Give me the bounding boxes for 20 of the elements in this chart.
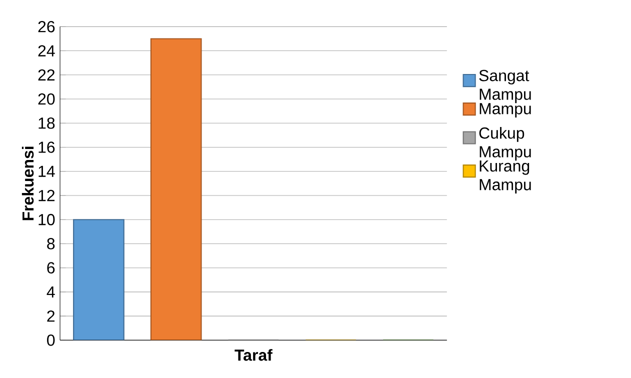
y-tick-label: 0 (47, 334, 55, 346)
y-tick-label: 26 (38, 21, 55, 33)
x-axis-title: Taraf (234, 349, 272, 362)
y-tick-label: 20 (38, 94, 55, 105)
legend-label: Sangat Mampu (479, 70, 531, 104)
legend-label: Mampu (480, 103, 531, 118)
y-tick-label: 16 (38, 142, 55, 154)
y-tick-label: 6 (47, 262, 55, 274)
legend-label: Kurang Mampu (480, 160, 531, 194)
y-tick-label: 8 (47, 238, 55, 250)
y-tick-label: 24 (38, 45, 55, 57)
legend-label: Cukup Mampu (479, 127, 531, 161)
y-tick-label: 18 (38, 118, 55, 130)
y-tick-label: 4 (46, 286, 55, 298)
y-tick-label: 22 (38, 70, 55, 81)
y-tick-label: 12 (38, 190, 55, 202)
y-tick-label: 10 (38, 214, 55, 226)
y-axis-title: Frekuensi (22, 146, 34, 220)
y-tick-label: 14 (38, 166, 55, 178)
y-tick-label: 2 (47, 310, 55, 322)
